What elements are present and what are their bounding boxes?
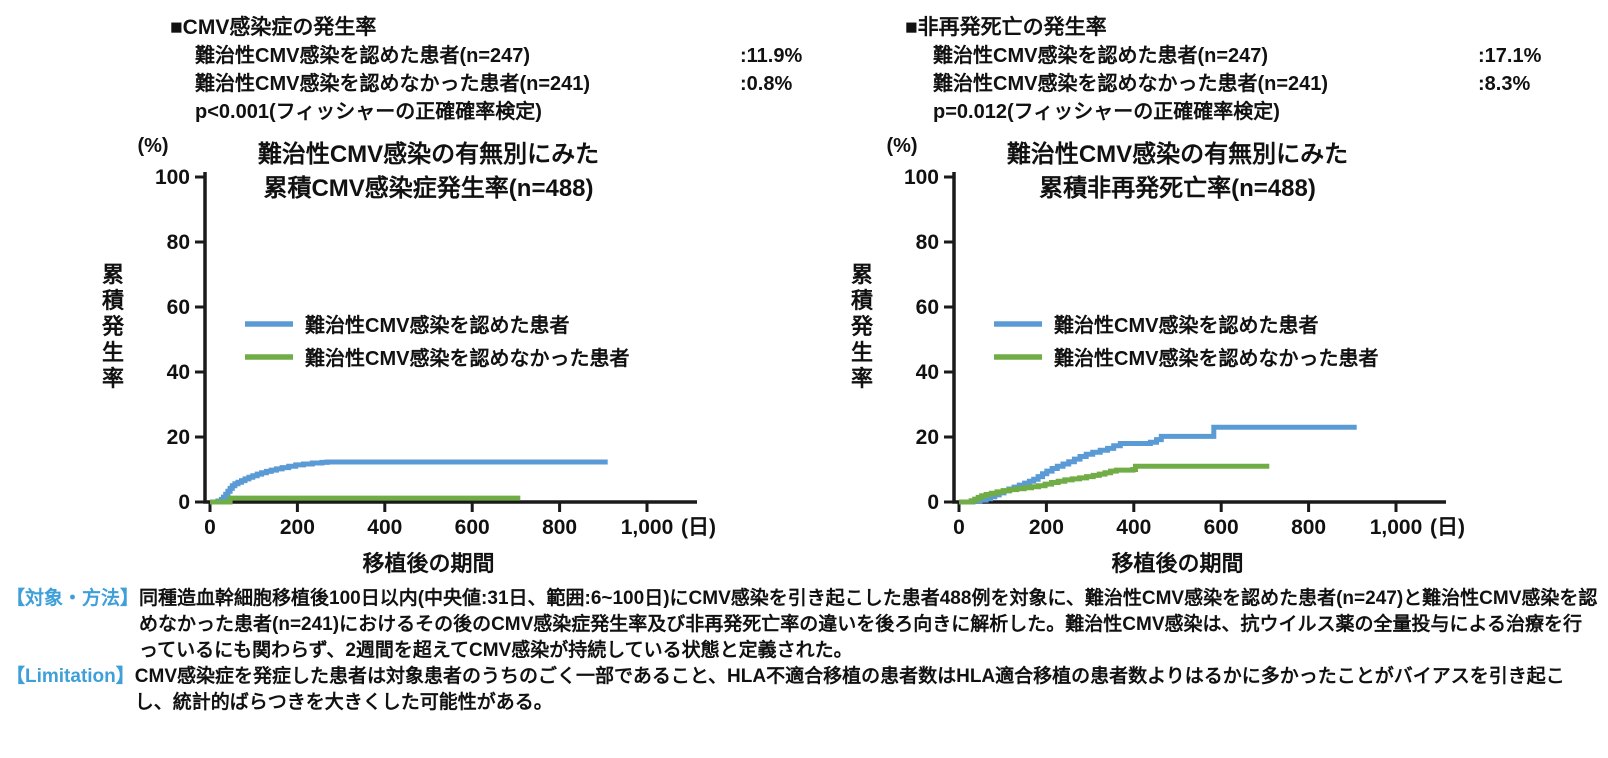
- x-tick-label: 1,000: [1370, 516, 1423, 539]
- panel-non-relapse-mortality: ■非再発死亡の発生率 難治性CMV感染を認めた患者(n=247) :17.1% …: [804, 0, 1608, 580]
- legend-label-0: 難治性CMV感染を認めた患者: [305, 313, 569, 337]
- footnotes: 【対象・方法】 同種造血幹細胞移植後100日以内(中央値:31日、範囲:6~10…: [0, 580, 1608, 716]
- y-tick-label: 60: [167, 296, 190, 319]
- stat-row-refractory: 難治性CMV感染を認めた患者(n=247) :11.9%: [195, 42, 804, 70]
- stats-block-cmv-disease: ■CMV感染症の発生率 難治性CMV感染を認めた患者(n=247) :11.9%…: [0, 0, 804, 123]
- y-tick-label: 40: [167, 361, 190, 384]
- series-curve-1: [210, 495, 521, 505]
- y-tick-label: 80: [167, 231, 190, 254]
- stat-label: 難治性CMV感染を認めた患者(n=247): [933, 45, 1269, 67]
- stat-value: :17.1%: [1478, 45, 1542, 67]
- x-tick-label: 400: [1116, 516, 1151, 539]
- y-axis-unit: (%): [137, 135, 168, 157]
- y-tick-label: 0: [178, 491, 190, 514]
- x-tick-label: 0: [204, 516, 216, 539]
- stat-row-non-refractory: 難治性CMV感染を認めなかった患者(n=241) :8.3%: [933, 70, 1608, 98]
- legend-label-0: 難治性CMV感染を認めた患者: [1054, 313, 1318, 337]
- stats-block-nrm: ■非再発死亡の発生率 難治性CMV感染を認めた患者(n=247) :17.1% …: [804, 0, 1608, 123]
- stat-value: :0.8%: [740, 73, 793, 95]
- chart-title-line2: 累積CMV感染症発生率(n=488): [263, 174, 593, 202]
- x-tick-label: 1,000: [621, 516, 674, 539]
- stat-row-refractory: 難治性CMV感染を認めた患者(n=247) :17.1%: [933, 42, 1608, 70]
- legend-label-1: 難治性CMV感染を認めなかった患者: [1054, 346, 1378, 370]
- x-tick-label: 200: [280, 516, 315, 539]
- stat-label: 難治性CMV感染を認めなかった患者(n=241): [195, 73, 591, 95]
- p-value-line: p<0.001(フィッシャーの正確確率検定): [195, 101, 542, 123]
- y-tick-label: 40: [916, 361, 939, 384]
- y-tick-label: 0: [927, 491, 939, 514]
- x-axis-title: 移植後の期間: [1111, 551, 1243, 576]
- y-axis-title: 累積発生率: [850, 262, 874, 391]
- axes: [203, 172, 697, 504]
- note-text-limitation: CMV感染症を発症した患者は対象患者のうちのごく一部であること、HLA不適合移植…: [134, 666, 1565, 713]
- x-axis-unit: (日): [1430, 516, 1465, 539]
- x-axis-unit: (日): [681, 516, 716, 539]
- y-tick-label: 60: [916, 296, 939, 319]
- series-curve-0: [210, 459, 608, 505]
- chart-box-cmv-disease: 難治性CMV感染の有無別にみた 累積CMV感染症発生率(n=488) 0 20 40 60…: [0, 122, 804, 580]
- legend-label-1: 難治性CMV感染を認めなかった患者: [305, 346, 629, 370]
- x-tick-label: 600: [455, 516, 490, 539]
- p-value-line: p=0.012(フィッシャーの正確確率検定): [933, 101, 1280, 123]
- y-tick-label: 100: [155, 166, 190, 189]
- chart-title-line2: 累積非再発死亡率(n=488): [1039, 174, 1316, 202]
- series-curve-1: [959, 463, 1270, 505]
- note-row-methods: 【対象・方法】 同種造血幹細胞移植後100日以内(中央値:31日、範囲:6~10…: [6, 586, 1598, 664]
- x-tick-label: 200: [1029, 516, 1064, 539]
- y-tick-label: 80: [916, 231, 939, 254]
- y-axis-title: 累積発生率: [101, 262, 125, 391]
- chart-title-line1: 難治性CMV感染の有無別にみた: [258, 140, 599, 168]
- stat-label: 難治性CMV感染を認めた患者(n=247): [195, 45, 531, 67]
- note-label-methods: 【対象・方法】: [6, 588, 140, 609]
- y-tick-label: 20: [167, 426, 190, 449]
- x-tick-label: 400: [367, 516, 402, 539]
- y-axis-unit: (%): [886, 135, 917, 157]
- note-label-limitation: 【Limitation】: [6, 666, 135, 687]
- note-row-limitation: 【Limitation】 CMV感染症を発症した患者は対象患者のうちのごく一部で…: [6, 664, 1598, 716]
- stat-label: 難治性CMV感染を認めなかった患者(n=241): [933, 73, 1329, 95]
- x-tick-label: 800: [1291, 516, 1326, 539]
- panel-cmv-disease: ■CMV感染症の発生率 難治性CMV感染を認めた患者(n=247) :11.9%…: [0, 0, 804, 580]
- y-tick-label: 100: [904, 166, 939, 189]
- axes: [952, 172, 1446, 504]
- y-tick-label: 20: [916, 426, 939, 449]
- x-tick-label: 0: [953, 516, 965, 539]
- stats-heading: ■CMV感染症の発生率: [170, 16, 377, 39]
- figure-row: ■CMV感染症の発生率 難治性CMV感染を認めた患者(n=247) :11.9%…: [0, 0, 1608, 580]
- note-text-methods: 同種造血幹細胞移植後100日以内(中央値:31日、範囲:6~100日)にCMV感…: [139, 588, 1598, 661]
- stats-heading: ■非再発死亡の発生率: [905, 16, 1107, 39]
- x-tick-label: 800: [542, 516, 577, 539]
- chart-box-nrm: 難治性CMV感染の有無別にみた 累積非再発死亡率(n=488) 0 20 40 60 80 1…: [804, 122, 1608, 580]
- x-axis-title: 移植後の期間: [362, 551, 494, 576]
- x-tick-label: 600: [1204, 516, 1239, 539]
- chart-title-line1: 難治性CMV感染の有無別にみた: [1007, 140, 1348, 168]
- stat-value: :11.9%: [740, 45, 803, 67]
- stat-value: :8.3%: [1478, 73, 1531, 95]
- stat-row-non-refractory: 難治性CMV感染を認めなかった患者(n=241) :0.8%: [195, 70, 804, 98]
